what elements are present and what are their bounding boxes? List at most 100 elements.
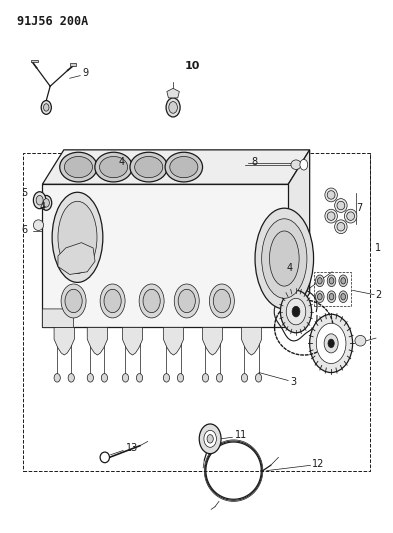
Text: 12: 12 bbox=[312, 459, 324, 469]
Polygon shape bbox=[202, 327, 223, 355]
Ellipse shape bbox=[178, 289, 195, 313]
Ellipse shape bbox=[325, 188, 337, 202]
Ellipse shape bbox=[291, 160, 301, 169]
Ellipse shape bbox=[165, 152, 202, 182]
Ellipse shape bbox=[204, 430, 217, 447]
Ellipse shape bbox=[136, 374, 143, 382]
Text: 2: 2 bbox=[375, 289, 382, 300]
Ellipse shape bbox=[135, 157, 163, 177]
Text: 4: 4 bbox=[118, 157, 125, 167]
Ellipse shape bbox=[328, 339, 334, 348]
Ellipse shape bbox=[339, 275, 347, 287]
Polygon shape bbox=[42, 184, 288, 327]
Ellipse shape bbox=[339, 291, 347, 303]
Ellipse shape bbox=[41, 196, 52, 211]
Polygon shape bbox=[58, 243, 95, 274]
Ellipse shape bbox=[100, 452, 110, 463]
Ellipse shape bbox=[327, 275, 336, 287]
Ellipse shape bbox=[318, 294, 322, 300]
Ellipse shape bbox=[58, 201, 97, 273]
Text: 10: 10 bbox=[185, 61, 200, 71]
Polygon shape bbox=[42, 309, 73, 327]
Ellipse shape bbox=[344, 209, 357, 223]
Text: 8: 8 bbox=[251, 157, 257, 166]
Ellipse shape bbox=[174, 284, 199, 318]
Ellipse shape bbox=[177, 374, 184, 382]
Ellipse shape bbox=[41, 101, 51, 114]
Ellipse shape bbox=[255, 208, 314, 309]
Polygon shape bbox=[54, 327, 74, 355]
Ellipse shape bbox=[325, 209, 337, 223]
Text: 4: 4 bbox=[286, 263, 292, 273]
Ellipse shape bbox=[329, 278, 334, 284]
Text: 13: 13 bbox=[125, 443, 138, 454]
Ellipse shape bbox=[87, 374, 94, 382]
Ellipse shape bbox=[286, 298, 306, 325]
Text: 3: 3 bbox=[290, 376, 296, 386]
Ellipse shape bbox=[139, 284, 164, 318]
Ellipse shape bbox=[202, 374, 209, 382]
Ellipse shape bbox=[65, 289, 82, 313]
Ellipse shape bbox=[163, 374, 169, 382]
Polygon shape bbox=[42, 150, 310, 184]
Ellipse shape bbox=[262, 219, 307, 298]
Ellipse shape bbox=[61, 284, 86, 318]
Ellipse shape bbox=[54, 374, 60, 382]
Ellipse shape bbox=[337, 222, 345, 231]
Polygon shape bbox=[87, 327, 108, 355]
Ellipse shape bbox=[130, 152, 167, 182]
Ellipse shape bbox=[169, 102, 177, 114]
Polygon shape bbox=[122, 327, 143, 355]
Text: 7: 7 bbox=[356, 203, 363, 213]
Ellipse shape bbox=[334, 199, 347, 213]
Ellipse shape bbox=[166, 98, 180, 117]
Ellipse shape bbox=[316, 323, 346, 364]
Ellipse shape bbox=[337, 201, 345, 210]
Ellipse shape bbox=[327, 212, 335, 220]
Ellipse shape bbox=[33, 220, 44, 230]
Ellipse shape bbox=[143, 289, 160, 313]
Polygon shape bbox=[31, 60, 38, 62]
Polygon shape bbox=[163, 327, 184, 355]
Ellipse shape bbox=[280, 290, 312, 333]
Ellipse shape bbox=[209, 284, 234, 318]
Polygon shape bbox=[167, 88, 179, 98]
Ellipse shape bbox=[68, 374, 74, 382]
Ellipse shape bbox=[36, 196, 43, 205]
Text: 11: 11 bbox=[235, 430, 247, 440]
Ellipse shape bbox=[255, 374, 262, 382]
Ellipse shape bbox=[318, 278, 322, 284]
Ellipse shape bbox=[60, 152, 97, 182]
Ellipse shape bbox=[104, 289, 121, 313]
Text: 1: 1 bbox=[375, 243, 381, 253]
Bar bbox=[23, 152, 370, 471]
Ellipse shape bbox=[316, 291, 324, 303]
Ellipse shape bbox=[355, 335, 366, 346]
Text: 6: 6 bbox=[22, 225, 28, 236]
Ellipse shape bbox=[207, 434, 213, 443]
Ellipse shape bbox=[95, 152, 132, 182]
Polygon shape bbox=[288, 150, 310, 327]
Ellipse shape bbox=[64, 157, 92, 177]
Ellipse shape bbox=[270, 231, 299, 286]
Ellipse shape bbox=[33, 192, 46, 209]
Ellipse shape bbox=[199, 424, 221, 454]
Ellipse shape bbox=[101, 374, 108, 382]
Ellipse shape bbox=[217, 374, 223, 382]
Ellipse shape bbox=[213, 289, 230, 313]
Ellipse shape bbox=[170, 157, 198, 177]
Text: 91J56 200A: 91J56 200A bbox=[17, 14, 88, 28]
Ellipse shape bbox=[316, 275, 324, 287]
Polygon shape bbox=[70, 63, 75, 66]
Ellipse shape bbox=[310, 314, 353, 373]
Ellipse shape bbox=[341, 278, 345, 284]
Ellipse shape bbox=[99, 157, 128, 177]
Ellipse shape bbox=[292, 306, 300, 317]
Ellipse shape bbox=[122, 374, 129, 382]
Ellipse shape bbox=[241, 374, 248, 382]
Ellipse shape bbox=[52, 192, 103, 282]
Text: 5: 5 bbox=[22, 188, 28, 198]
Ellipse shape bbox=[347, 212, 354, 220]
Polygon shape bbox=[241, 327, 262, 355]
Ellipse shape bbox=[327, 291, 336, 303]
